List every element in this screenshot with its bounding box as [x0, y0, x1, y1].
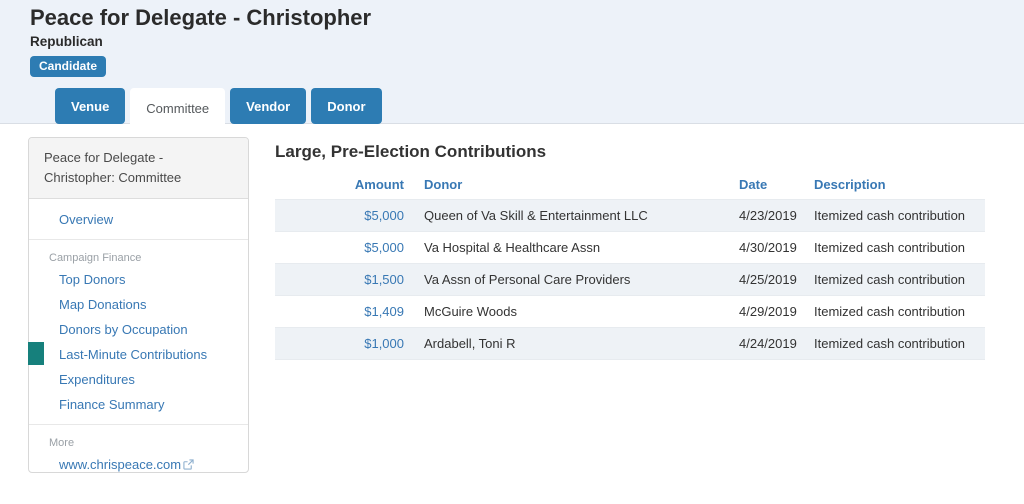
- date-cell: 4/24/2019: [739, 336, 797, 351]
- description-cell: Itemized cash contribution: [814, 304, 966, 319]
- description-cell: Itemized cash contribution: [814, 240, 966, 255]
- amount-cell: $5,000: [275, 200, 410, 232]
- sidebar-divider: [29, 424, 248, 426]
- amount-link[interactable]: $1,500: [364, 272, 404, 287]
- table-row: $1,000 Ardabell, Toni R 4/24/2019 Itemized …: [275, 327, 985, 360]
- tab-committee[interactable]: Committee: [130, 88, 226, 129]
- sidebar-item-label: Overview: [59, 212, 114, 228]
- sidebar-item-finance-summary[interactable]: Finance Summary: [29, 392, 248, 417]
- page-header: Peace for Delegate - Christopher Republi…: [0, 0, 1024, 129]
- sidebar-item-label: Top Donors: [59, 272, 126, 288]
- description-cell: Itemized cash contribution: [814, 272, 966, 287]
- date-cell: 4/23/2019: [739, 208, 797, 223]
- amount-link[interactable]: $5,000: [364, 208, 404, 223]
- tab-donor[interactable]: Donor: [311, 88, 382, 124]
- sidebar-item-label: Donors by Occupation: [59, 322, 188, 338]
- table-header-row: Amount Donor Date Description: [275, 172, 985, 200]
- table-row: $5,000 Queen of Va Skill & Entertainment …: [275, 199, 985, 232]
- sidebar: Peace for Delegate - Christopher: Commit…: [28, 137, 249, 473]
- sidebar-item-top-donors[interactable]: Top Donors: [29, 267, 248, 292]
- sidebar-section-label-more: More: [49, 437, 75, 450]
- amount-cell: $1,000: [275, 328, 410, 360]
- date-cell: 4/25/2019: [739, 272, 797, 287]
- date-cell: 4/30/2019: [739, 240, 797, 255]
- sidebar-item-donors-by-occupation[interactable]: Donors by Occupation: [29, 317, 248, 342]
- sidebar-item-label: Finance Summary: [59, 397, 165, 413]
- table-body: $5,000 Queen of Va Skill & Entertainment …: [275, 199, 985, 360]
- tab-bar: Venue Committee Vendor Donor: [55, 88, 382, 129]
- tab-venue[interactable]: Venue: [55, 88, 126, 124]
- tab-vendor[interactable]: Vendor: [230, 88, 307, 124]
- donor-cell: Va Assn of Personal Care Providers: [424, 272, 631, 287]
- external-link-icon: [183, 459, 194, 470]
- active-item-marker: [28, 342, 44, 366]
- donor-cell: McGuire Woods: [424, 304, 517, 319]
- sidebar-header: Peace for Delegate - Christopher: Commit…: [29, 138, 248, 200]
- table-row: $1,500 Va Assn of Personal Care Providers…: [275, 263, 985, 296]
- amount-link[interactable]: $1,409: [364, 304, 404, 319]
- donor-cell: Queen of Va Skill & Entertainment LLC: [424, 208, 648, 223]
- column-header-donor[interactable]: Donor: [424, 177, 463, 192]
- amount-link[interactable]: $1,000: [364, 336, 404, 351]
- section-heading: Large, Pre-Election Contributions: [275, 142, 547, 161]
- column-header-amount[interactable]: Amount: [354, 177, 404, 192]
- amount-cell: $1,409: [275, 296, 410, 328]
- sidebar-item-www-chrispeace-com[interactable]: www.chrispeace.com: [29, 452, 248, 477]
- sidebar-item-last-minute-contributions[interactable]: Last-Minute Contributions: [28, 342, 248, 367]
- party-label: Republican: [30, 34, 103, 49]
- date-cell: 4/29/2019: [739, 304, 797, 319]
- contributions-table: Amount Donor Date Description $5,000 Queen o…: [275, 172, 985, 360]
- sidebar-item-map-donations[interactable]: Map Donations: [29, 292, 248, 317]
- sidebar-item-expenditures[interactable]: Expenditures: [29, 367, 248, 392]
- sidebar-item-label: Expenditures: [59, 372, 135, 388]
- description-cell: Itemized cash contribution: [814, 336, 966, 351]
- column-header-description[interactable]: Description: [814, 177, 886, 192]
- sidebar-item-overview[interactable]: Overview: [29, 207, 248, 232]
- sidebar-item-label: Last-Minute Contributions: [59, 347, 208, 363]
- sidebar-divider: [29, 239, 248, 241]
- table-row: $1,409 McGuire Woods 4/29/2019 Itemized cas…: [275, 295, 985, 328]
- description-cell: Itemized cash contribution: [814, 208, 966, 223]
- candidate-badge: Candidate: [30, 56, 107, 77]
- table-row: $5,000 Va Hospital & Healthcare Assn 4/30/…: [275, 231, 985, 264]
- amount-cell: $5,000: [275, 232, 410, 264]
- sidebar-nav: Overview Campaign Finance Top Donors Map Do…: [28, 199, 248, 477]
- donor-cell: Ardabell, Toni R: [424, 336, 516, 351]
- sidebar-item-label: www.chrispeace.com: [59, 457, 182, 473]
- amount-cell: $1,500: [275, 264, 410, 296]
- donor-cell: Va Hospital & Healthcare Assn: [424, 240, 601, 255]
- amount-link[interactable]: $5,000: [364, 240, 404, 255]
- page-title: Peace for Delegate - Christopher: [30, 5, 372, 30]
- sidebar-section-label-campaign-finance: Campaign Finance: [49, 252, 142, 265]
- column-header-date[interactable]: Date: [739, 177, 768, 192]
- sidebar-item-label: Map Donations: [59, 297, 147, 313]
